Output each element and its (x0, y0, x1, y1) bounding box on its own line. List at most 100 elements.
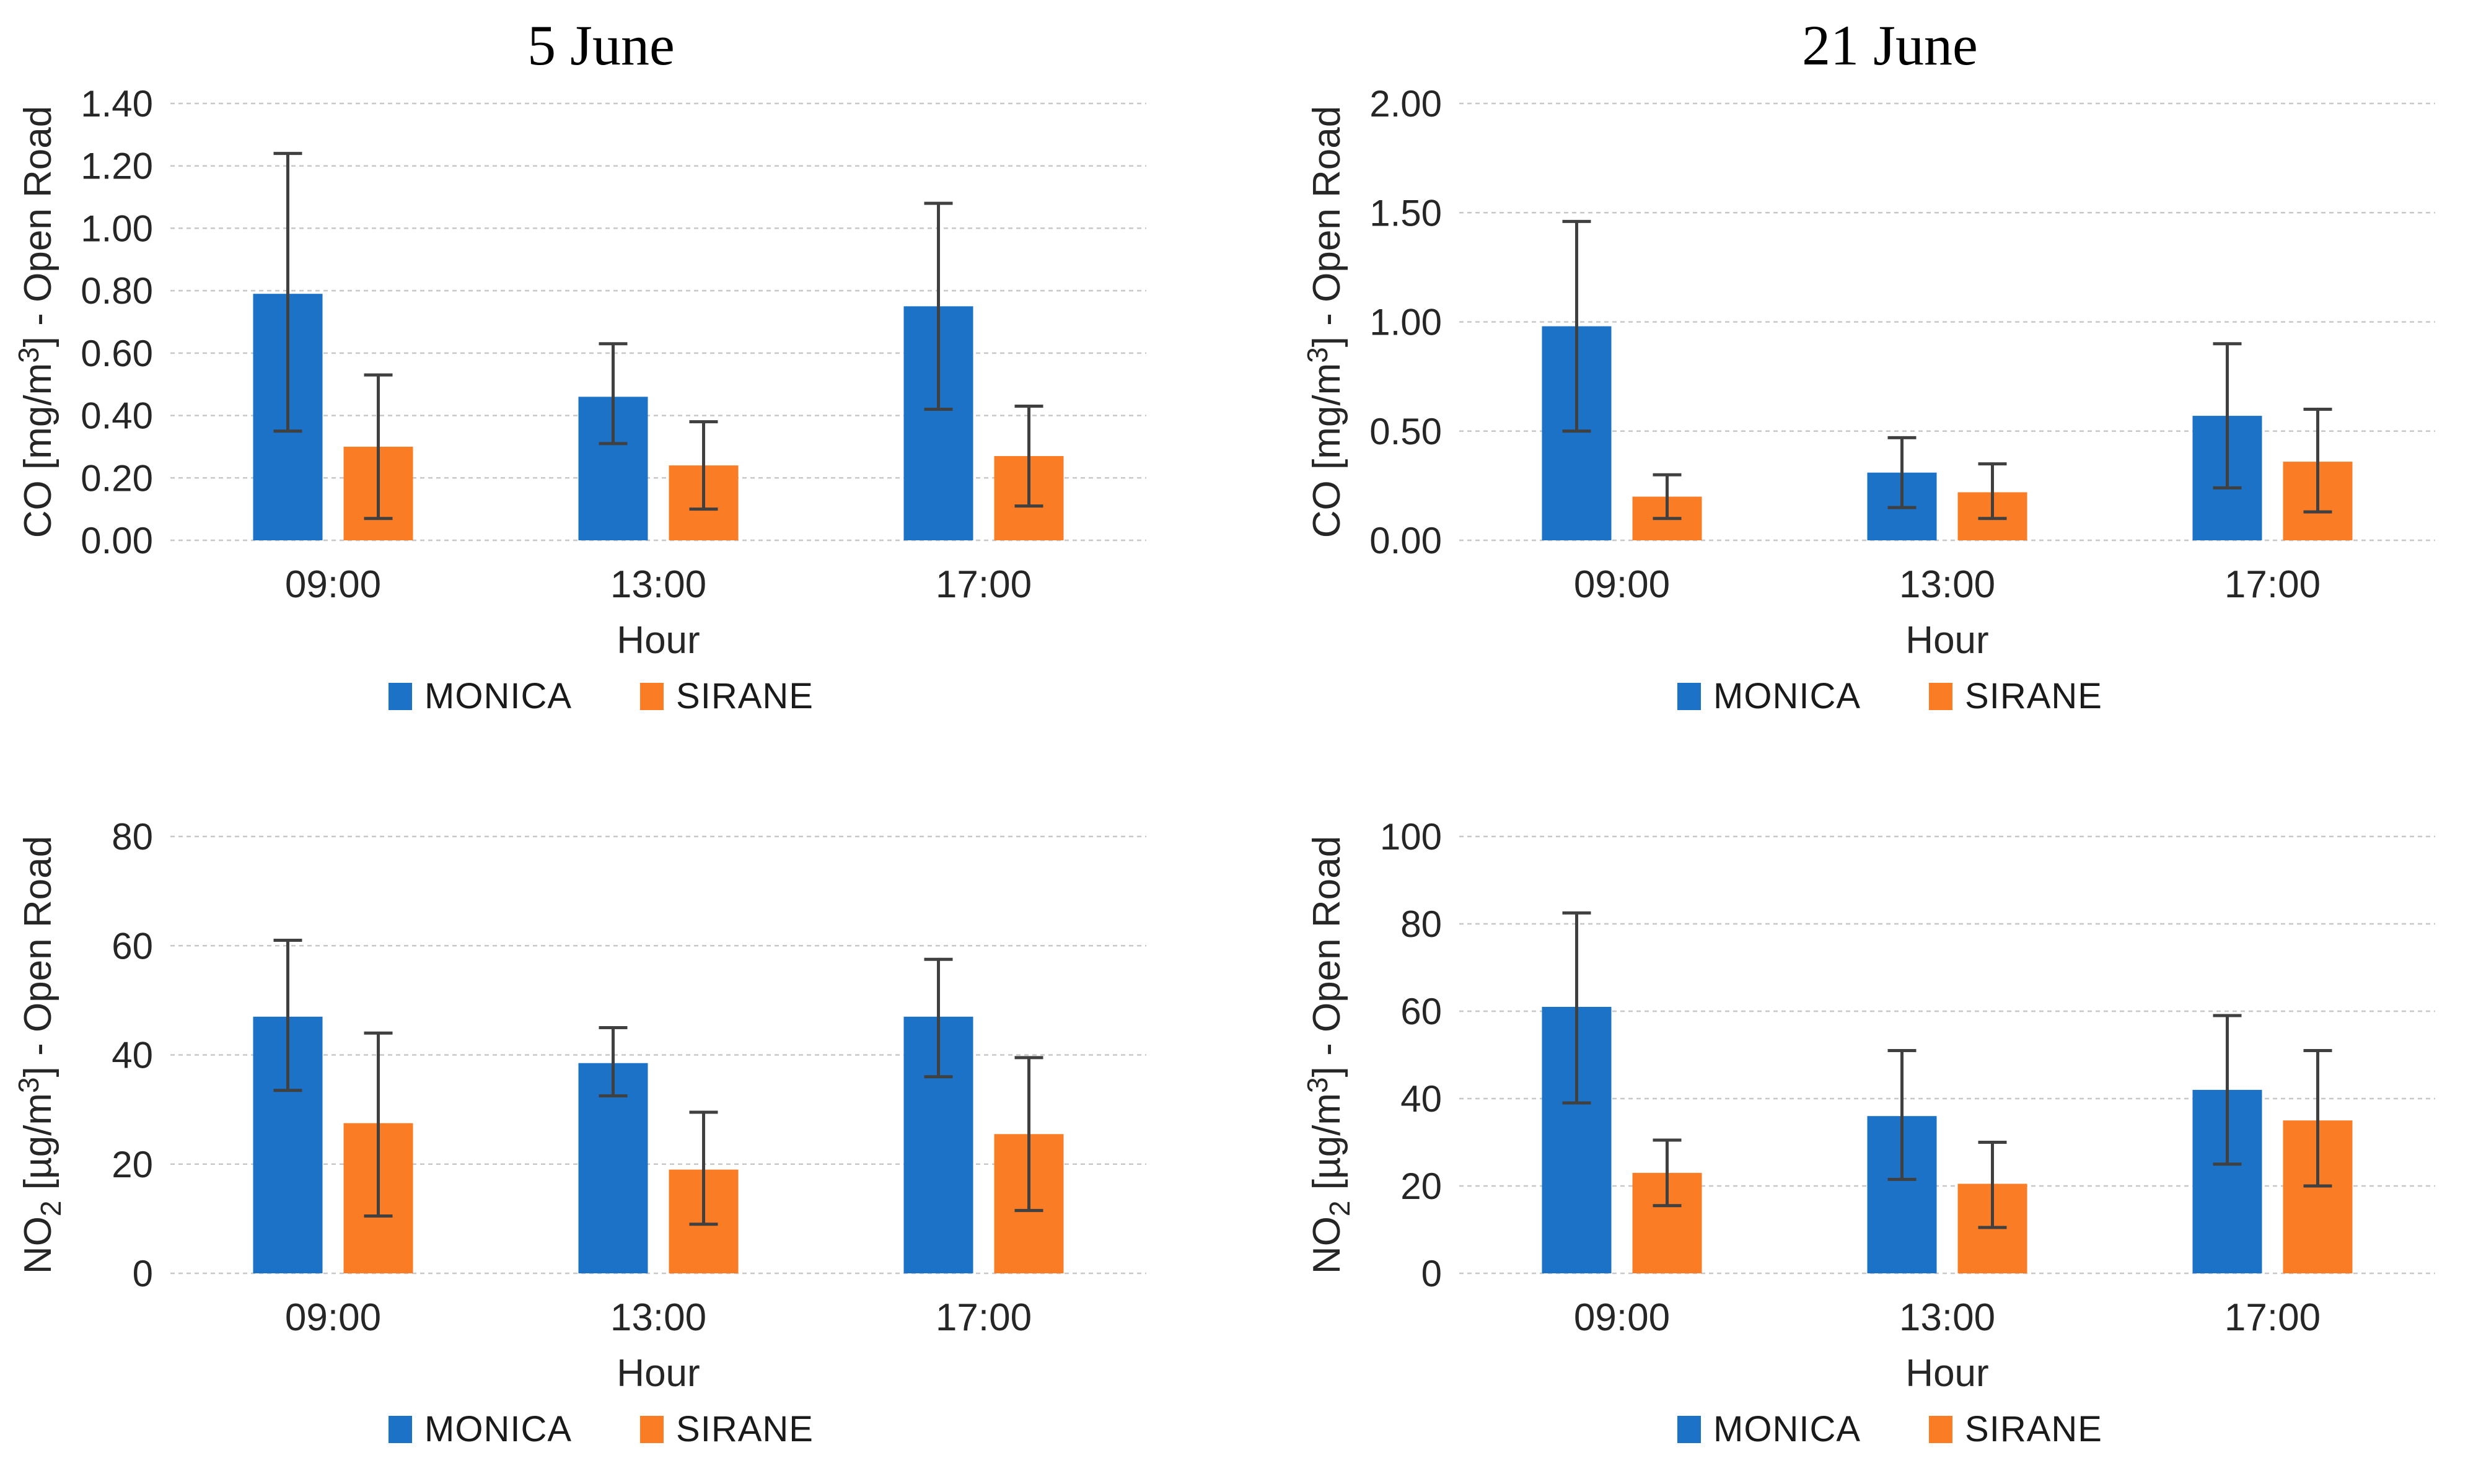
y-tick-label: 0.40 (81, 395, 153, 437)
y-tick-label: 0 (1421, 1253, 1442, 1294)
x-tick-label: 17:00 (936, 1296, 1032, 1339)
bar-chart-svg: 0 20 40 60 80 09:00 13:00 17:00 Hour NO2 [µg/m3] … (12, 816, 1146, 1395)
x-axis-title: Hour (617, 1352, 700, 1395)
error-bar-monica-0900 (273, 938, 302, 1092)
legend-item-sirane: SIRANE (640, 1408, 814, 1450)
legend-label-monica: MONICA (424, 1409, 573, 1449)
error-bar-sirane-1300 (1978, 462, 2007, 520)
y-tick-label: 0 (133, 1253, 153, 1294)
y-tick-label: 2.00 (1369, 83, 1442, 125)
chart-title-21-june: 21 June (1802, 14, 1978, 77)
y-tick-label: 60 (112, 925, 153, 967)
error-bar-sirane-0900 (364, 373, 393, 520)
legend-item-sirane: SIRANE (1929, 1408, 2102, 1450)
error-bar-sirane-1300 (689, 420, 718, 511)
gridlines (170, 835, 1146, 1275)
y-tick-label: 0.80 (81, 270, 153, 312)
error-bar-sirane-0900 (364, 1031, 393, 1218)
x-tick-label: 17:00 (2224, 563, 2321, 606)
x-axis-title: Hour (617, 619, 700, 662)
legend-item-monica: MONICA (1677, 675, 1861, 717)
legend-label-monica: MONICA (1713, 676, 1861, 716)
x-tick-label: 09:00 (1574, 563, 1670, 606)
error-bar-sirane-1700 (1014, 404, 1043, 508)
x-tick-label: 13:00 (1899, 1296, 1995, 1339)
y-tick-label: 80 (1400, 903, 1442, 945)
y-tick-label: 20 (1400, 1166, 1442, 1207)
legend-5-june-no2: MONICA SIRANE (12, 1408, 1190, 1450)
legend-5-june-co: MONICA SIRANE (12, 675, 1190, 717)
y-tick-label: 0.50 (1369, 411, 1442, 452)
y-tick-label: 1.00 (1369, 302, 1442, 343)
x-tick-label: 09:00 (285, 563, 381, 606)
error-bar-monica-1700 (2213, 1014, 2242, 1166)
monica-swatch-icon (389, 1415, 413, 1443)
legend-label-sirane: SIRANE (676, 676, 814, 716)
gridlines (1459, 102, 2435, 542)
error-bar-monica-1700 (2213, 342, 2242, 490)
x-tick-label: 09:00 (1574, 1296, 1670, 1339)
x-tick-label: 13:00 (1899, 563, 1995, 606)
error-bar-monica-0900 (273, 152, 302, 433)
error-bar-sirane-1300 (689, 1110, 718, 1226)
y-axis-title: NO2 [µg/m3] - Open Road (1301, 836, 1356, 1274)
y-axis-tick-labels: 0 20 40 60 80 (112, 816, 153, 1294)
co-5june-bar-chart: 0.00 0.20 0.40 0.60 0.80 1.00 1.20 1.40 09:00 13:… (12, 82, 1190, 664)
legend-label-sirane: SIRANE (1965, 1409, 2102, 1449)
legend-item-monica: MONICA (389, 675, 572, 717)
x-axis-title: Hour (1905, 1352, 1988, 1395)
x-tick-label: 13:00 (610, 563, 706, 606)
y-tick-label: 1.50 (1369, 192, 1442, 234)
bar-chart-svg: 0 20 40 60 80 100 09:00 13:00 17:00 Hour NO2 [µg/m… (1301, 816, 2435, 1395)
legend-label-sirane: SIRANE (676, 1409, 814, 1449)
monica-swatch-icon (389, 682, 413, 710)
bar-chart-svg: 0.00 0.20 0.40 0.60 0.80 1.00 1.20 1.40 09:00 13:… (12, 83, 1146, 662)
x-tick-label: 13:00 (610, 1296, 706, 1339)
legend-label-monica: MONICA (1713, 1409, 1861, 1449)
y-tick-label: 0.00 (1369, 520, 1442, 561)
monica-swatch-icon (1677, 1415, 1702, 1443)
error-bar-sirane-1700 (1014, 1056, 1043, 1213)
no2-21june-bar-chart: 0 20 40 60 80 100 09:00 13:00 17:00 Hour NO2 [µg/m… (1301, 815, 2468, 1397)
error-bar-monica-1300 (1887, 1048, 1917, 1181)
legend-item-sirane: SIRANE (640, 675, 814, 717)
error-bar-monica-0900 (1562, 911, 1591, 1105)
y-axis-title: CO [mg/m3] - Open Road (12, 106, 59, 538)
y-axis-tick-labels: 0.00 0.50 1.00 1.50 2.00 (1369, 83, 1442, 561)
legend-21-june-no2: MONICA SIRANE (1301, 1408, 2468, 1450)
error-bar-monica-0900 (1562, 219, 1591, 433)
legend-21-june-co: MONICA SIRANE (1301, 675, 2468, 717)
bar-monica-1300 (578, 1063, 648, 1273)
panel-21-june-no2: 0 20 40 60 80 100 09:00 13:00 17:00 Hour NO2 [µg/m… (1289, 742, 2468, 1484)
sirane-swatch-icon (1929, 1415, 1953, 1443)
error-bar-sirane-1700 (2303, 1048, 2332, 1188)
legend-item-monica: MONICA (389, 1408, 572, 1450)
error-bar-monica-1300 (1887, 436, 1917, 509)
panel-5-june-co: 5 June 0.00 0.20 0.40 0.60 0.80 1.00 1.20 1.40 0… (0, 0, 1208, 742)
y-tick-label: 40 (1400, 1078, 1442, 1120)
y-tick-label: 40 (112, 1035, 153, 1076)
bar-chart-svg: 0.00 0.50 1.00 1.50 2.00 09:00 13:00 17:00 Hour C… (1301, 83, 2435, 662)
no2-5june-bar-chart: 0 20 40 60 80 09:00 13:00 17:00 Hour NO2 [µg/m3] … (12, 815, 1190, 1397)
error-bar-sirane-0900 (1653, 473, 1682, 520)
gridlines (170, 102, 1146, 542)
error-bar-sirane-1300 (1978, 1141, 2007, 1229)
sirane-swatch-icon (1929, 682, 1953, 710)
y-axis-tick-labels: 0.00 0.20 0.40 0.60 0.80 1.00 1.20 1.40 (81, 83, 153, 561)
legend-label-monica: MONICA (424, 676, 573, 716)
panel-21-june-co: 21 June 0.00 0.50 1.00 1.50 2.00 09:00 13:00 17… (1289, 0, 2468, 742)
chart-title-5-june: 5 June (527, 14, 675, 77)
x-tick-label: 17:00 (936, 563, 1032, 606)
error-bar-monica-1300 (599, 1025, 628, 1098)
y-tick-label: 0.60 (81, 333, 153, 374)
x-tick-label: 09:00 (285, 1296, 381, 1339)
error-bar-sirane-0900 (1653, 1138, 1682, 1208)
y-axis-title: NO2 [µg/m3] - Open Road (12, 836, 67, 1274)
legend-label-sirane: SIRANE (1965, 676, 2102, 716)
monica-swatch-icon (1677, 682, 1702, 710)
y-tick-label: 80 (112, 816, 153, 858)
error-bar-monica-1700 (924, 201, 953, 411)
y-tick-label: 60 (1400, 991, 1442, 1032)
panel-5-june-no2: 0 20 40 60 80 09:00 13:00 17:00 Hour NO2 [µg/m3] … (0, 742, 1208, 1484)
error-bar-monica-1300 (599, 342, 628, 446)
